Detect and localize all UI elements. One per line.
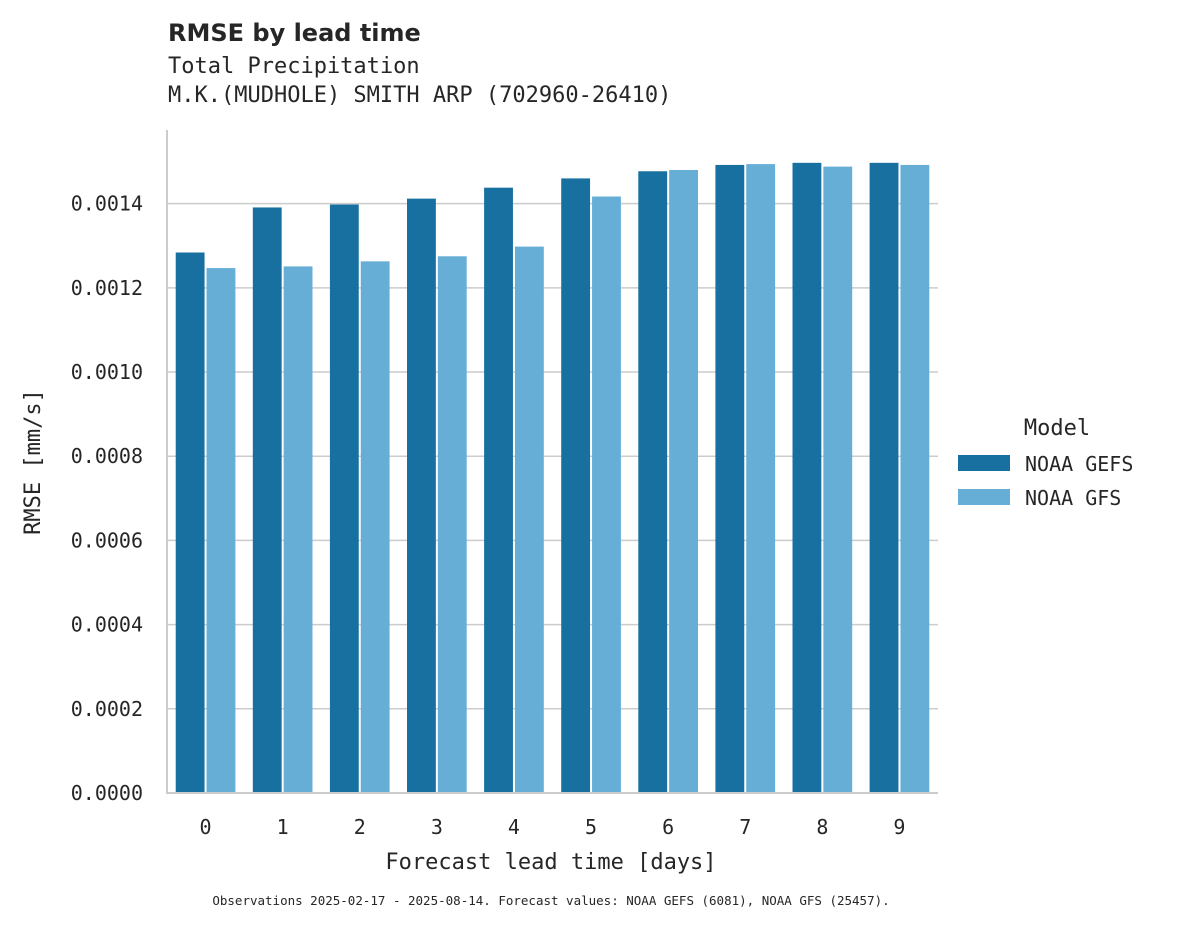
x-tick-label: 8 [816, 815, 828, 839]
chart-subtitle-station: M.K.(MUDHOLE) SMITH ARP (702960-26410) [168, 83, 671, 108]
bar-noaa-gefs-day-7 [715, 164, 745, 794]
y-axis-label: RMSE [mm/s] [21, 389, 46, 535]
x-tick-label: 6 [662, 815, 674, 839]
legend-label-noaa-gfs: NOAA GFS [1025, 486, 1121, 510]
x-tick-label: 9 [893, 815, 905, 839]
legend-swatch-noaa-gefs [958, 455, 1010, 471]
bar-noaa-gfs-day-1 [283, 266, 313, 794]
bar-noaa-gfs-day-6 [669, 169, 698, 793]
x-tick-label: 2 [354, 815, 366, 839]
y-tick-label: 0.0014 [71, 192, 143, 216]
y-tick-label: 0.0012 [71, 276, 143, 300]
y-tick-label: 0.0006 [71, 528, 143, 552]
bar-noaa-gfs-day-7 [746, 164, 776, 793]
bar-noaa-gefs-day-8 [792, 162, 822, 793]
y-tick-label: 0.0002 [71, 697, 143, 721]
bar-noaa-gefs-day-3 [407, 198, 436, 793]
y-gridlines [167, 202, 938, 710]
bar-noaa-gfs-day-2 [360, 261, 390, 793]
y-tick-labels: 0.0000 0.0002 0.0004 0.0006 0.0008 0.0010 0.00… [71, 192, 143, 805]
legend-swatch-noaa-gfs [958, 489, 1010, 505]
chart-subtitle-variable: Total Precipitation [168, 54, 420, 79]
x-tick-labels: 0 1 2 3 4 5 6 7 8 9 [200, 815, 906, 839]
x-tick-label: 3 [431, 815, 443, 839]
y-tick-label: 0.0000 [71, 781, 143, 805]
x-tick-label: 5 [585, 815, 597, 839]
chart-title: RMSE by lead time [168, 19, 421, 47]
bar-noaa-gfs-day-8 [823, 166, 853, 793]
bar-noaa-gefs-day-5 [561, 178, 591, 793]
y-tick-label: 0.0010 [71, 360, 143, 384]
bar-noaa-gefs-day-0 [175, 252, 205, 794]
bar-noaa-gfs-day-5 [592, 196, 621, 793]
bar-noaa-gfs-day-4 [514, 246, 544, 793]
legend-title: Model [1024, 416, 1090, 441]
axes [166, 130, 938, 794]
y-tick-label: 0.0008 [71, 444, 143, 468]
x-axis-label: Forecast lead time [days] [385, 850, 716, 875]
bar-noaa-gefs-day-6 [638, 171, 668, 794]
bar-noaa-gefs-day-1 [252, 207, 282, 794]
bars [175, 162, 930, 794]
legend-label-noaa-gefs: NOAA GEFS [1025, 452, 1133, 476]
footnote: Observations 2025-02-17 - 2025-08-14. Fo… [212, 893, 889, 908]
bar-noaa-gfs-day-3 [437, 256, 467, 793]
bar-noaa-gfs-day-9 [900, 164, 930, 794]
x-tick-label: 0 [200, 815, 212, 839]
bar-noaa-gefs-day-9 [869, 162, 899, 793]
bar-noaa-gefs-day-2 [329, 204, 359, 794]
bar-noaa-gfs-day-0 [206, 268, 236, 793]
legend: Model NOAA GEFS NOAA GFS [958, 416, 1133, 510]
x-tick-label: 7 [739, 815, 751, 839]
x-tick-label: 1 [277, 815, 289, 839]
y-tick-label: 0.0004 [71, 613, 143, 637]
bar-noaa-gefs-day-4 [484, 187, 513, 793]
x-tick-label: 4 [508, 815, 520, 839]
